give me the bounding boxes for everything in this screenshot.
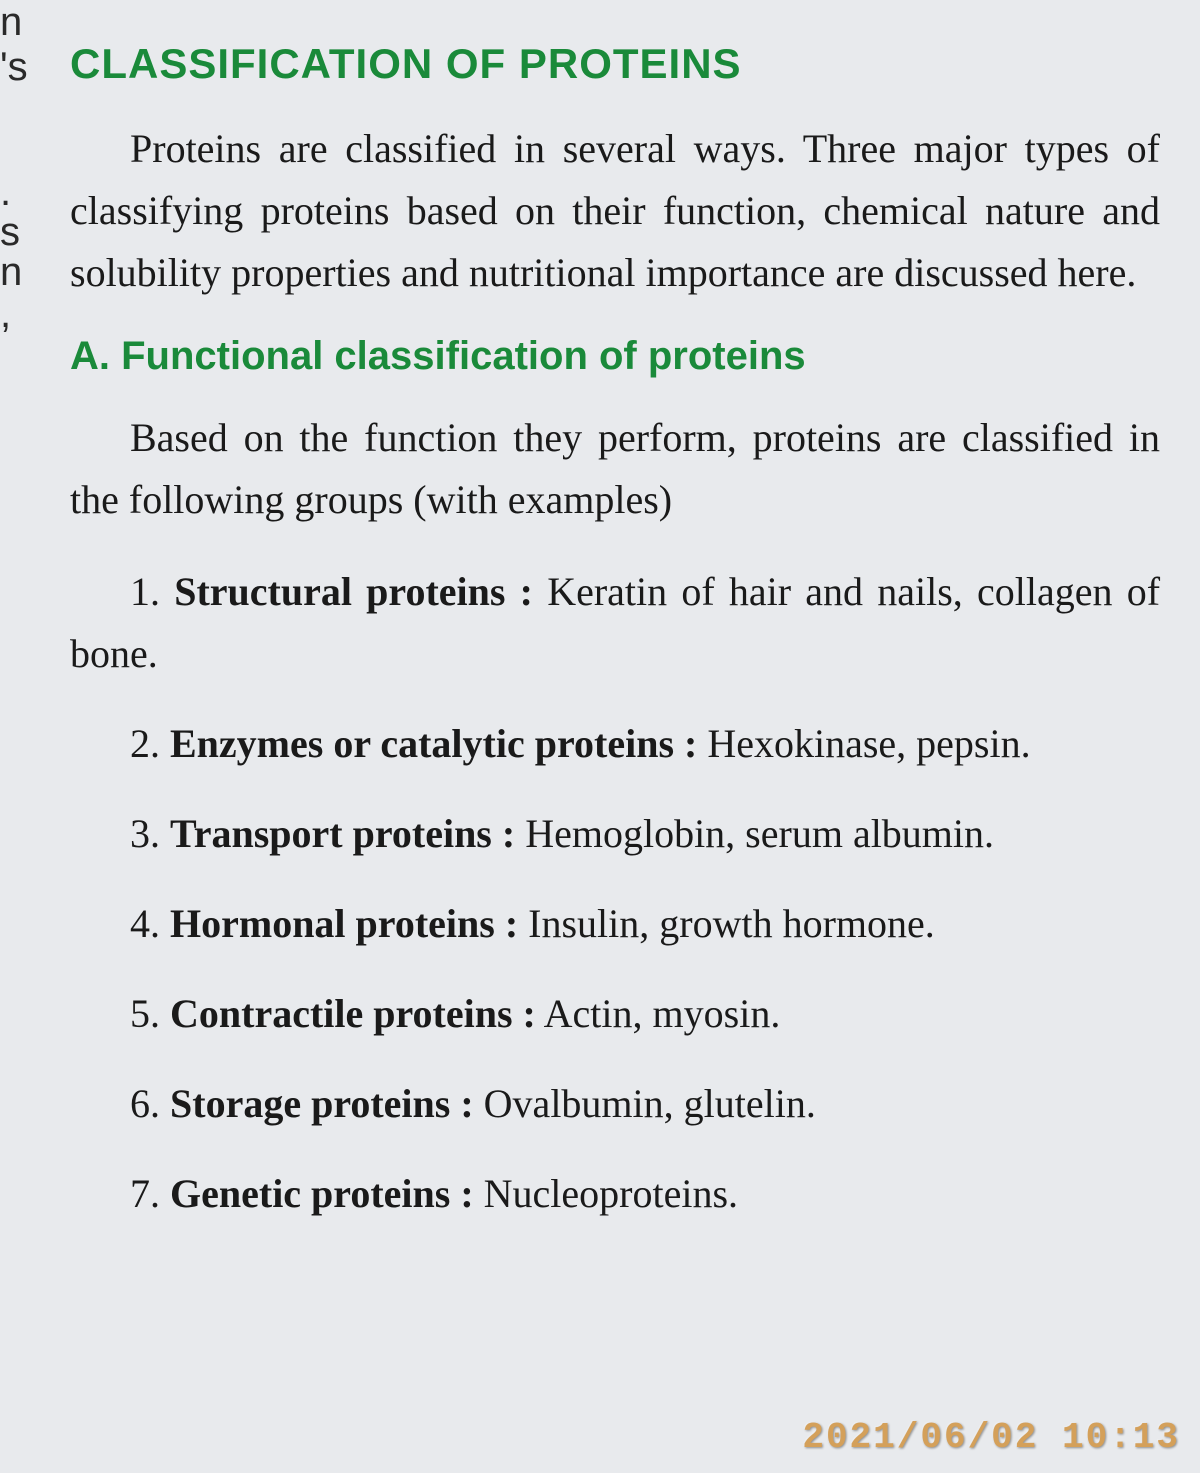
edge-fragment: . bbox=[0, 170, 11, 215]
item-title: Enzymes or catalytic proteins : bbox=[170, 721, 697, 766]
list-item: 1. Structural proteins : Keratin of hair… bbox=[70, 561, 1160, 685]
intro-paragraph: Proteins are classified in several ways.… bbox=[70, 118, 1160, 304]
item-title: Structural proteins : bbox=[174, 569, 533, 614]
item-body: Ovalbumin, glutelin. bbox=[474, 1081, 816, 1126]
item-body: Hemoglobin, serum albumin. bbox=[515, 811, 994, 856]
main-heading: CLASSIFICATION OF PROTEINS bbox=[70, 40, 1160, 88]
sub-heading: A. Functional classification of proteins bbox=[70, 334, 1160, 379]
page-container: n 's . s n , CLASSIFICATION OF PROTEINS … bbox=[0, 0, 1200, 1293]
edge-fragment: s bbox=[0, 210, 20, 255]
item-number: 7. bbox=[130, 1171, 160, 1216]
item-body: Hexokinase, pepsin. bbox=[697, 721, 1030, 766]
item-number: 6. bbox=[130, 1081, 160, 1126]
item-title: Transport proteins : bbox=[170, 811, 515, 856]
edge-fragment: , bbox=[0, 292, 11, 337]
item-number: 3. bbox=[130, 811, 160, 856]
sub-paragraph: Based on the function they perform, prot… bbox=[70, 407, 1160, 531]
edge-fragment: n bbox=[0, 0, 22, 45]
photo-timestamp: 2021/06/02 10:13 bbox=[802, 1417, 1180, 1458]
item-title: Genetic proteins : bbox=[170, 1171, 474, 1216]
item-body: Actin, myosin. bbox=[536, 991, 780, 1036]
item-number: 1. bbox=[130, 569, 160, 614]
item-title: Storage proteins : bbox=[170, 1081, 474, 1126]
edge-fragment: 's bbox=[0, 45, 28, 90]
item-number: 5. bbox=[130, 991, 160, 1036]
list-item: 4. Hormonal proteins : Insulin, growth h… bbox=[70, 893, 1160, 955]
item-title: Contractile proteins : bbox=[170, 991, 536, 1036]
item-body: Nucleoproteins. bbox=[474, 1171, 738, 1216]
list-item: 6. Storage proteins : Ovalbumin, gluteli… bbox=[70, 1073, 1160, 1135]
item-number: 2. bbox=[130, 721, 160, 766]
list-item: 5. Contractile proteins : Actin, myosin. bbox=[70, 983, 1160, 1045]
edge-fragment: n bbox=[0, 250, 22, 295]
item-number: 4. bbox=[130, 901, 160, 946]
list-item: 2. Enzymes or catalytic proteins : Hexok… bbox=[70, 713, 1160, 775]
list-item: 7. Genetic proteins : Nucleoproteins. bbox=[70, 1163, 1160, 1225]
list-item: 3. Transport proteins : Hemoglobin, seru… bbox=[70, 803, 1160, 865]
item-title: Hormonal proteins : bbox=[170, 901, 518, 946]
item-body: Insulin, growth hormone. bbox=[518, 901, 935, 946]
